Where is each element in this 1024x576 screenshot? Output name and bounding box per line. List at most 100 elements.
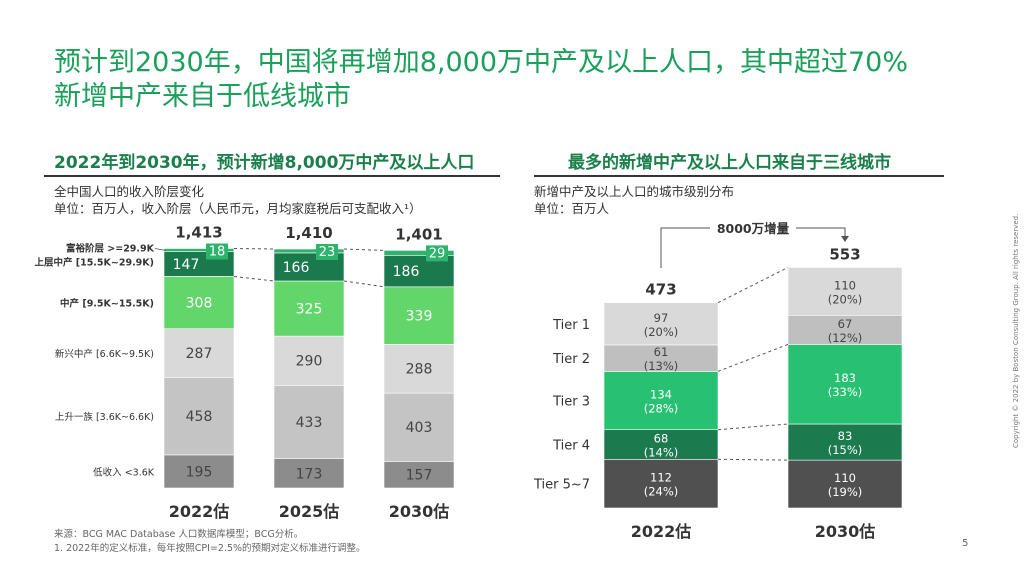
total-label: 553 [829, 245, 860, 263]
dashed-connector [343, 280, 385, 288]
data-label: 458 [186, 409, 213, 425]
legend-label: 中产 [9.5K~15.5K) [60, 298, 154, 310]
data-label: 61 [654, 345, 669, 359]
legend-label: 富裕阶层 >=29.9K [66, 243, 155, 255]
data-label: 147 [173, 257, 200, 273]
bar-segment [273, 335, 345, 386]
dashed-connector [717, 266, 789, 304]
legend-label: Tier 4 [552, 439, 590, 454]
dashed-connector [717, 423, 789, 431]
share-label: (28%) [644, 402, 679, 416]
bar-segment [163, 454, 235, 489]
data-label: 83 [838, 429, 853, 443]
bar-segment [273, 280, 345, 337]
data-label: 68 [654, 432, 669, 446]
data-label: 339 [406, 309, 433, 325]
dashed-connector [717, 343, 789, 372]
x-tick-label: 2030估 [389, 502, 450, 521]
bar-segment [787, 423, 903, 461]
dashed-connector [233, 248, 275, 250]
data-label: 97 [654, 311, 669, 325]
city-tier-stacked-bar-chart: 112(24%)68(14%)134(28%)61(13%)97(20%)473… [533, 219, 903, 541]
data-label: 173 [296, 466, 323, 482]
title-line-1: 预计到2030年，中国将再增加8,000万中产及以上人口，其中超过70% [54, 47, 909, 78]
data-label: 308 [186, 296, 213, 312]
title-line-2: 新增中产来自于低线城市 [54, 81, 351, 112]
bar-segment [163, 376, 235, 456]
bar-segment [787, 459, 903, 509]
bar-segment [383, 250, 455, 256]
data-label: 157 [406, 468, 433, 484]
dashed-connector [233, 276, 275, 282]
bar-segment [273, 248, 345, 254]
left-subtitle-2: 单位：百万人，收入阶层（人民币元，月均家庭税后可支配收入¹） [54, 201, 422, 216]
dashed-connector [717, 458, 789, 461]
bar-segment [383, 461, 455, 489]
bar-segment [163, 328, 235, 378]
data-label: 186 [393, 264, 420, 280]
annotation-background [710, 219, 796, 237]
left-panel-title: 2022年到2030年，预计新增8,000万中产及以上人口 [54, 153, 475, 173]
data-label: 110 [834, 278, 856, 292]
data-label: 18 [209, 245, 226, 260]
bar-segment [787, 344, 903, 425]
data-label: 325 [296, 302, 323, 318]
right-panel-rule [534, 175, 944, 177]
data-label: 23 [319, 245, 336, 260]
data-label: 290 [296, 354, 323, 370]
left-subtitle-1: 全中国人口的收入阶层变化 [54, 184, 205, 199]
x-tick-label: 2025估 [279, 502, 340, 521]
bar-segment [383, 392, 455, 462]
bar-segment [383, 343, 455, 394]
share-label: (12%) [828, 331, 863, 345]
data-label: 67 [838, 317, 853, 331]
bar-segment [603, 429, 719, 460]
legend-label: Tier 5~7 [533, 478, 590, 493]
data-label: 195 [186, 465, 213, 481]
legend-label: Tier 1 [552, 318, 590, 333]
legend-label: 低收入 <3.6K [93, 467, 155, 479]
footnote-1: 1. 2022年的定义标准，每年按照CPI=2.5%的预期对定义标准进行调整。 [54, 543, 366, 554]
data-label: 110 [834, 471, 856, 485]
data-label: 403 [406, 420, 433, 436]
share-label: (13%) [644, 359, 679, 373]
right-subtitle-1: 新增中产及以上人口的城市级别分布 [534, 184, 735, 199]
legend-label: Tier 2 [552, 352, 590, 367]
affluent-value-box [426, 245, 448, 262]
share-label: (19%) [828, 485, 863, 499]
bar-segment [603, 371, 719, 430]
data-label: 287 [186, 346, 213, 362]
footnote-source: 来源：BCG MAC Database 人口数据库模型；BCG分析。 [54, 529, 304, 540]
affluent-leader-line [154, 248, 167, 251]
legend-label: 新兴中产 [6.6K~9.5K) [55, 348, 154, 360]
increment-annotation: 8000万增量 [717, 221, 790, 236]
data-label: 112 [650, 471, 672, 485]
data-label: 29 [429, 246, 446, 261]
right-subtitle-2: 单位：百万人 [534, 201, 610, 216]
legend-label: Tier 3 [552, 395, 590, 410]
share-label: (33%) [828, 385, 863, 399]
share-label: (24%) [644, 485, 679, 499]
data-label: 166 [283, 260, 310, 276]
share-label: (14%) [644, 446, 679, 460]
bar-segment [273, 384, 345, 459]
share-label: (20%) [644, 325, 679, 339]
total-label: 473 [645, 281, 676, 299]
left-panel-rule [44, 175, 500, 177]
bar-segment [273, 458, 345, 489]
data-label: 288 [406, 362, 433, 378]
affluent-value-box [316, 244, 338, 260]
legend-label: 上层中产 [15.5K~29.9K) [34, 257, 154, 269]
total-label: 1,401 [395, 225, 442, 243]
bar-segment [603, 302, 719, 346]
dashed-connector [343, 248, 385, 251]
affluent-value-box [206, 243, 228, 260]
copyright-text: Copyright © 2022 by Boston Consulting Gr… [1012, 213, 1020, 448]
bar-segment [603, 458, 719, 509]
right-panel-title: 最多的新增中产及以上人口来自于三线城市 [568, 153, 891, 173]
legend-label: 上升一族 [3.6K~6.6K) [55, 411, 154, 423]
share-label: (15%) [828, 443, 863, 457]
arrow-head-icon [841, 236, 849, 242]
data-label: 433 [296, 415, 323, 431]
data-label: 183 [834, 371, 856, 385]
